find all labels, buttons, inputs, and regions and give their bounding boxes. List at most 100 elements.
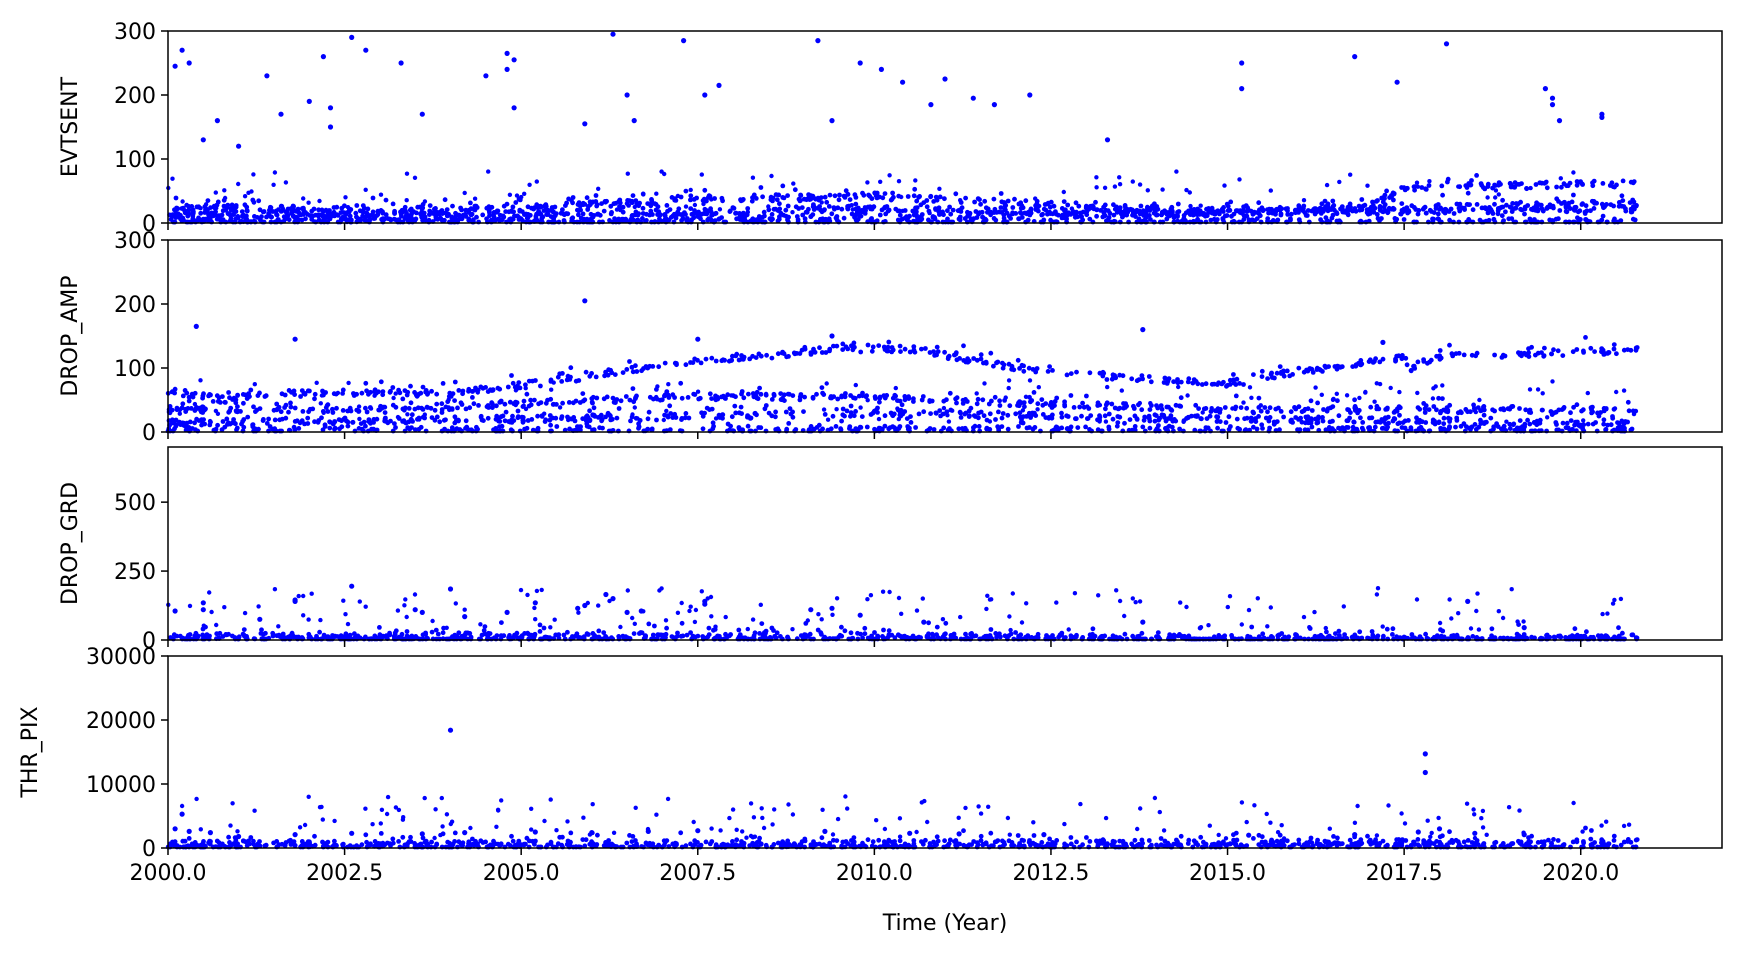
data-point [319, 213, 325, 218]
data-point [1221, 205, 1226, 210]
data-point [439, 410, 445, 415]
data-point [1360, 420, 1366, 425]
data-point [1152, 418, 1158, 424]
data-point [1233, 393, 1239, 399]
data-point [976, 424, 982, 429]
data-point-outlier [278, 111, 284, 117]
data-point [1080, 217, 1086, 223]
data-point [317, 198, 322, 204]
data-point [1384, 406, 1390, 412]
data-point [946, 419, 952, 424]
data-point [252, 382, 257, 387]
data-point [562, 212, 567, 218]
data-point [763, 391, 769, 397]
data-point [1209, 406, 1214, 411]
data-point [1318, 217, 1323, 223]
data-point [766, 410, 772, 416]
data-point [240, 214, 246, 220]
data-point [1529, 344, 1534, 350]
data-point [692, 202, 698, 208]
data-point [1345, 425, 1351, 430]
data-point [1046, 415, 1052, 420]
data-point [707, 407, 712, 412]
data-point [916, 411, 922, 417]
data-point [1325, 201, 1331, 207]
data-point-outlier [363, 47, 369, 53]
data-point [488, 387, 493, 393]
data-point [1426, 183, 1432, 188]
data-point [378, 379, 384, 385]
data-point [847, 424, 853, 429]
data-point [1352, 206, 1358, 211]
data-point [926, 217, 931, 223]
data-point [1551, 205, 1556, 211]
data-point [319, 393, 325, 398]
data-point [620, 370, 626, 375]
data-point [524, 391, 530, 397]
data-point [1611, 342, 1617, 347]
data-point [756, 214, 762, 219]
data-point [220, 394, 225, 399]
data-point [1115, 208, 1121, 214]
data-point [1575, 215, 1580, 221]
data-point [1049, 403, 1054, 408]
data-point [468, 200, 473, 206]
data-point [813, 196, 818, 202]
data-point [515, 415, 521, 421]
data-point [1415, 390, 1420, 396]
data-point [1139, 373, 1145, 378]
data-point [634, 201, 639, 207]
data-point [1053, 425, 1059, 431]
data-point [979, 209, 985, 215]
data-point [441, 417, 447, 423]
data-point [996, 409, 1001, 415]
data-point [646, 409, 652, 415]
data-point [648, 203, 654, 209]
data-point [1527, 421, 1533, 427]
data-point [1237, 381, 1242, 386]
data-point [1565, 183, 1571, 189]
data-point [1401, 217, 1407, 222]
data-point [254, 215, 260, 220]
data-point [591, 405, 597, 411]
data-point [817, 345, 822, 351]
data-point [1174, 169, 1179, 174]
data-point [1094, 175, 1099, 180]
data-point [904, 416, 910, 421]
data-point [599, 201, 604, 207]
data-point [433, 206, 438, 211]
data-point [847, 197, 853, 203]
data-point [270, 426, 275, 432]
data-point [1073, 210, 1079, 216]
data-point-outlier [200, 137, 206, 143]
data-point [592, 414, 598, 419]
data-point [1249, 419, 1254, 424]
data-point [790, 210, 795, 215]
data-point [1492, 352, 1497, 358]
data-point [1074, 369, 1079, 375]
data-point [858, 349, 864, 355]
data-point-outlier [236, 143, 242, 149]
data-point [486, 169, 491, 174]
data-point [1431, 386, 1436, 391]
data-point [1391, 410, 1397, 415]
data-point [927, 398, 932, 403]
data-point [1436, 395, 1441, 401]
data-point [312, 396, 317, 402]
data-point [946, 353, 952, 359]
data-point [334, 405, 339, 411]
data-point [220, 208, 226, 214]
data-point [1319, 201, 1325, 207]
data-point [745, 423, 751, 429]
data-point [1171, 379, 1176, 385]
data-points [165, 298, 1640, 434]
data-point [1253, 416, 1259, 421]
data-point [1438, 205, 1443, 211]
data-point [645, 416, 651, 422]
data-point [1616, 200, 1622, 205]
data-point [1495, 206, 1501, 211]
data-point [285, 213, 291, 218]
data-point [186, 211, 192, 217]
data-point [885, 348, 891, 354]
data-point [446, 397, 451, 402]
